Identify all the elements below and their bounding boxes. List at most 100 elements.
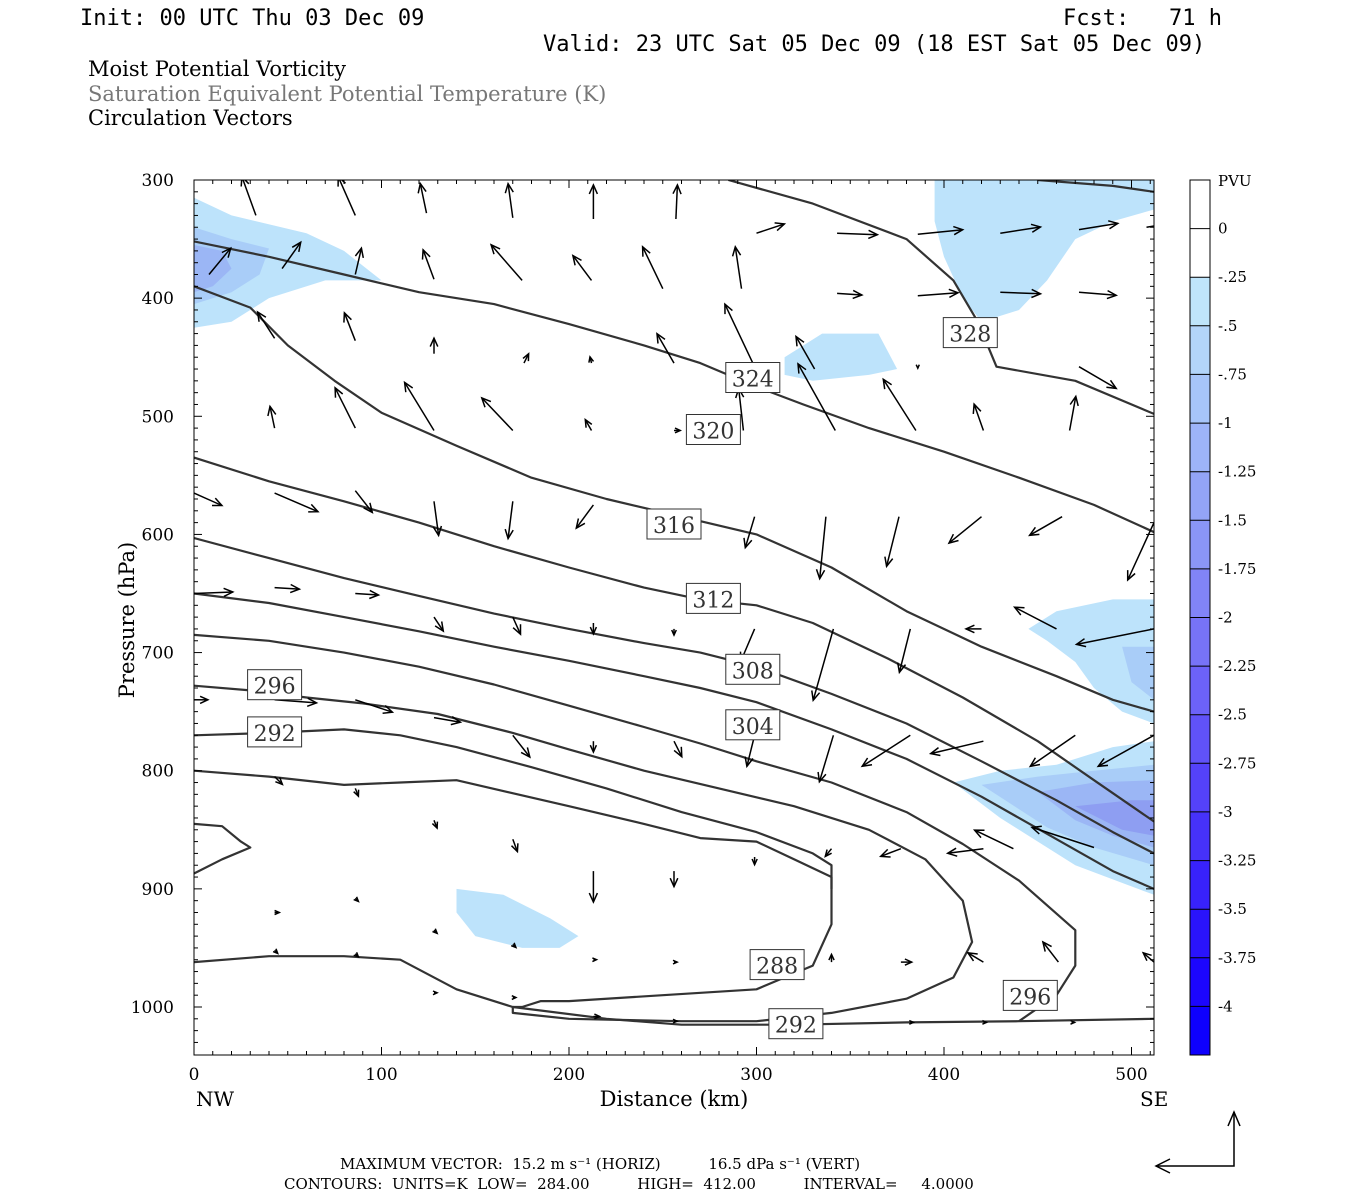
vector-head	[421, 248, 431, 260]
colorbar-swatch	[1190, 666, 1210, 716]
vector-shaft	[572, 255, 593, 281]
vector-shaft	[194, 591, 233, 595]
vector-head	[450, 715, 463, 726]
circulation-vector	[917, 225, 965, 236]
vector-head	[1141, 951, 1152, 962]
vector-shaft	[1142, 952, 1154, 963]
colorbar-swatch	[1190, 471, 1210, 521]
circulation-vectors	[194, 180, 1154, 1025]
vector-head	[337, 180, 347, 187]
colorbar-label: -.5	[1218, 317, 1237, 335]
vector-shaft	[1014, 606, 1057, 630]
circulation-vector	[433, 715, 463, 726]
vector-head	[1031, 288, 1043, 299]
circulation-vector	[672, 1018, 679, 1024]
circulation-vector	[334, 386, 356, 429]
contour-label-box	[768, 1008, 824, 1040]
vector-head	[223, 587, 235, 598]
circulation-vector	[673, 740, 683, 759]
vector-head	[672, 1018, 679, 1024]
circulation-vector	[878, 847, 902, 858]
vector-head	[671, 629, 677, 637]
vector-head	[908, 1019, 916, 1025]
circulation-vector	[267, 404, 277, 429]
circulation-vector	[882, 377, 917, 431]
contour-label-box	[942, 317, 998, 349]
circulation-vector	[964, 624, 982, 634]
circulation-vector	[669, 871, 679, 889]
vector-head	[797, 362, 807, 374]
vector-head	[878, 848, 891, 858]
colorbar-swatch	[1190, 325, 1210, 375]
circulation-vector	[274, 492, 320, 513]
circulation-vector	[900, 958, 914, 966]
circulation-vector	[353, 896, 360, 903]
pv-region	[1028, 599, 1154, 724]
circulation-vector	[966, 951, 984, 963]
vector-shaft	[194, 492, 223, 507]
circulation-vector	[431, 820, 439, 830]
contour-label-text: 292	[775, 1014, 817, 1039]
circulation-vector	[1141, 951, 1154, 963]
legend-mpv: Moist Potential Vorticity	[88, 57, 346, 81]
circulation-vector	[588, 183, 599, 219]
contour-label: 288	[749, 949, 805, 981]
contour-label-text: 304	[732, 715, 774, 740]
vector-shaft	[744, 516, 756, 548]
circulation-vector	[674, 427, 683, 434]
pv-region	[1122, 646, 1154, 700]
circulation-vector	[353, 788, 360, 798]
circulation-vector	[281, 240, 302, 270]
vector-head	[824, 849, 832, 858]
contour-label-box	[646, 508, 702, 540]
x-axis-label: Distance (km)	[600, 1087, 749, 1111]
vector-head	[815, 569, 826, 581]
y-tick-label: 900	[142, 880, 174, 900]
colorbar-label: -3.25	[1218, 852, 1256, 870]
colorbar-label: -2.5	[1218, 706, 1247, 724]
circulation-vector	[837, 229, 880, 240]
vector-head	[724, 302, 733, 315]
vector-head	[751, 858, 758, 867]
circulation-vector	[433, 616, 445, 633]
vector-head	[884, 556, 894, 569]
vector-shaft	[974, 829, 1014, 850]
circulation-vector	[1078, 220, 1120, 231]
circulation-vector	[589, 741, 598, 754]
circulation-vector	[194, 587, 235, 598]
x-tick-label: 400	[928, 1065, 960, 1085]
circulation-vector	[817, 735, 835, 784]
circulation-vector	[743, 516, 756, 550]
y-tick-label: 600	[142, 525, 174, 545]
vector-head	[882, 377, 893, 390]
theta-es-contour	[194, 769, 833, 889]
vector-shaft	[861, 734, 911, 767]
vector-shaft	[433, 716, 461, 723]
contour-labels: 328 324 320 316 312 308 304 296 292 288 296 292	[247, 317, 1058, 1040]
vector-shaft	[673, 740, 683, 758]
y-tick-label: 800	[142, 762, 174, 782]
vector-head	[982, 1019, 989, 1025]
contour-label: 320	[685, 414, 741, 445]
x-tick-label: 300	[740, 1065, 772, 1085]
circulation-vector	[588, 355, 595, 364]
circulation-vector	[795, 334, 816, 370]
vector-head	[256, 310, 267, 322]
vector-head	[731, 244, 742, 257]
pv-region	[194, 197, 382, 328]
vector-head	[852, 289, 864, 300]
y-axis-label: Pressure (hPa)	[115, 542, 139, 698]
vector-shaft	[1078, 222, 1118, 231]
vector-shaft	[354, 490, 373, 513]
vector-head	[1074, 638, 1087, 648]
y-tick-label: 1000	[131, 998, 174, 1018]
theta-es-contour	[194, 536, 1154, 855]
vector-head	[511, 995, 518, 1001]
vector-head	[306, 697, 319, 708]
vector-head	[964, 624, 975, 634]
circulation-vector	[589, 623, 598, 636]
circulation-vector	[511, 995, 518, 1001]
vector-shaft	[917, 291, 959, 297]
colorbar-label: -3.5	[1218, 900, 1247, 918]
contour-label-text: 292	[254, 722, 296, 747]
